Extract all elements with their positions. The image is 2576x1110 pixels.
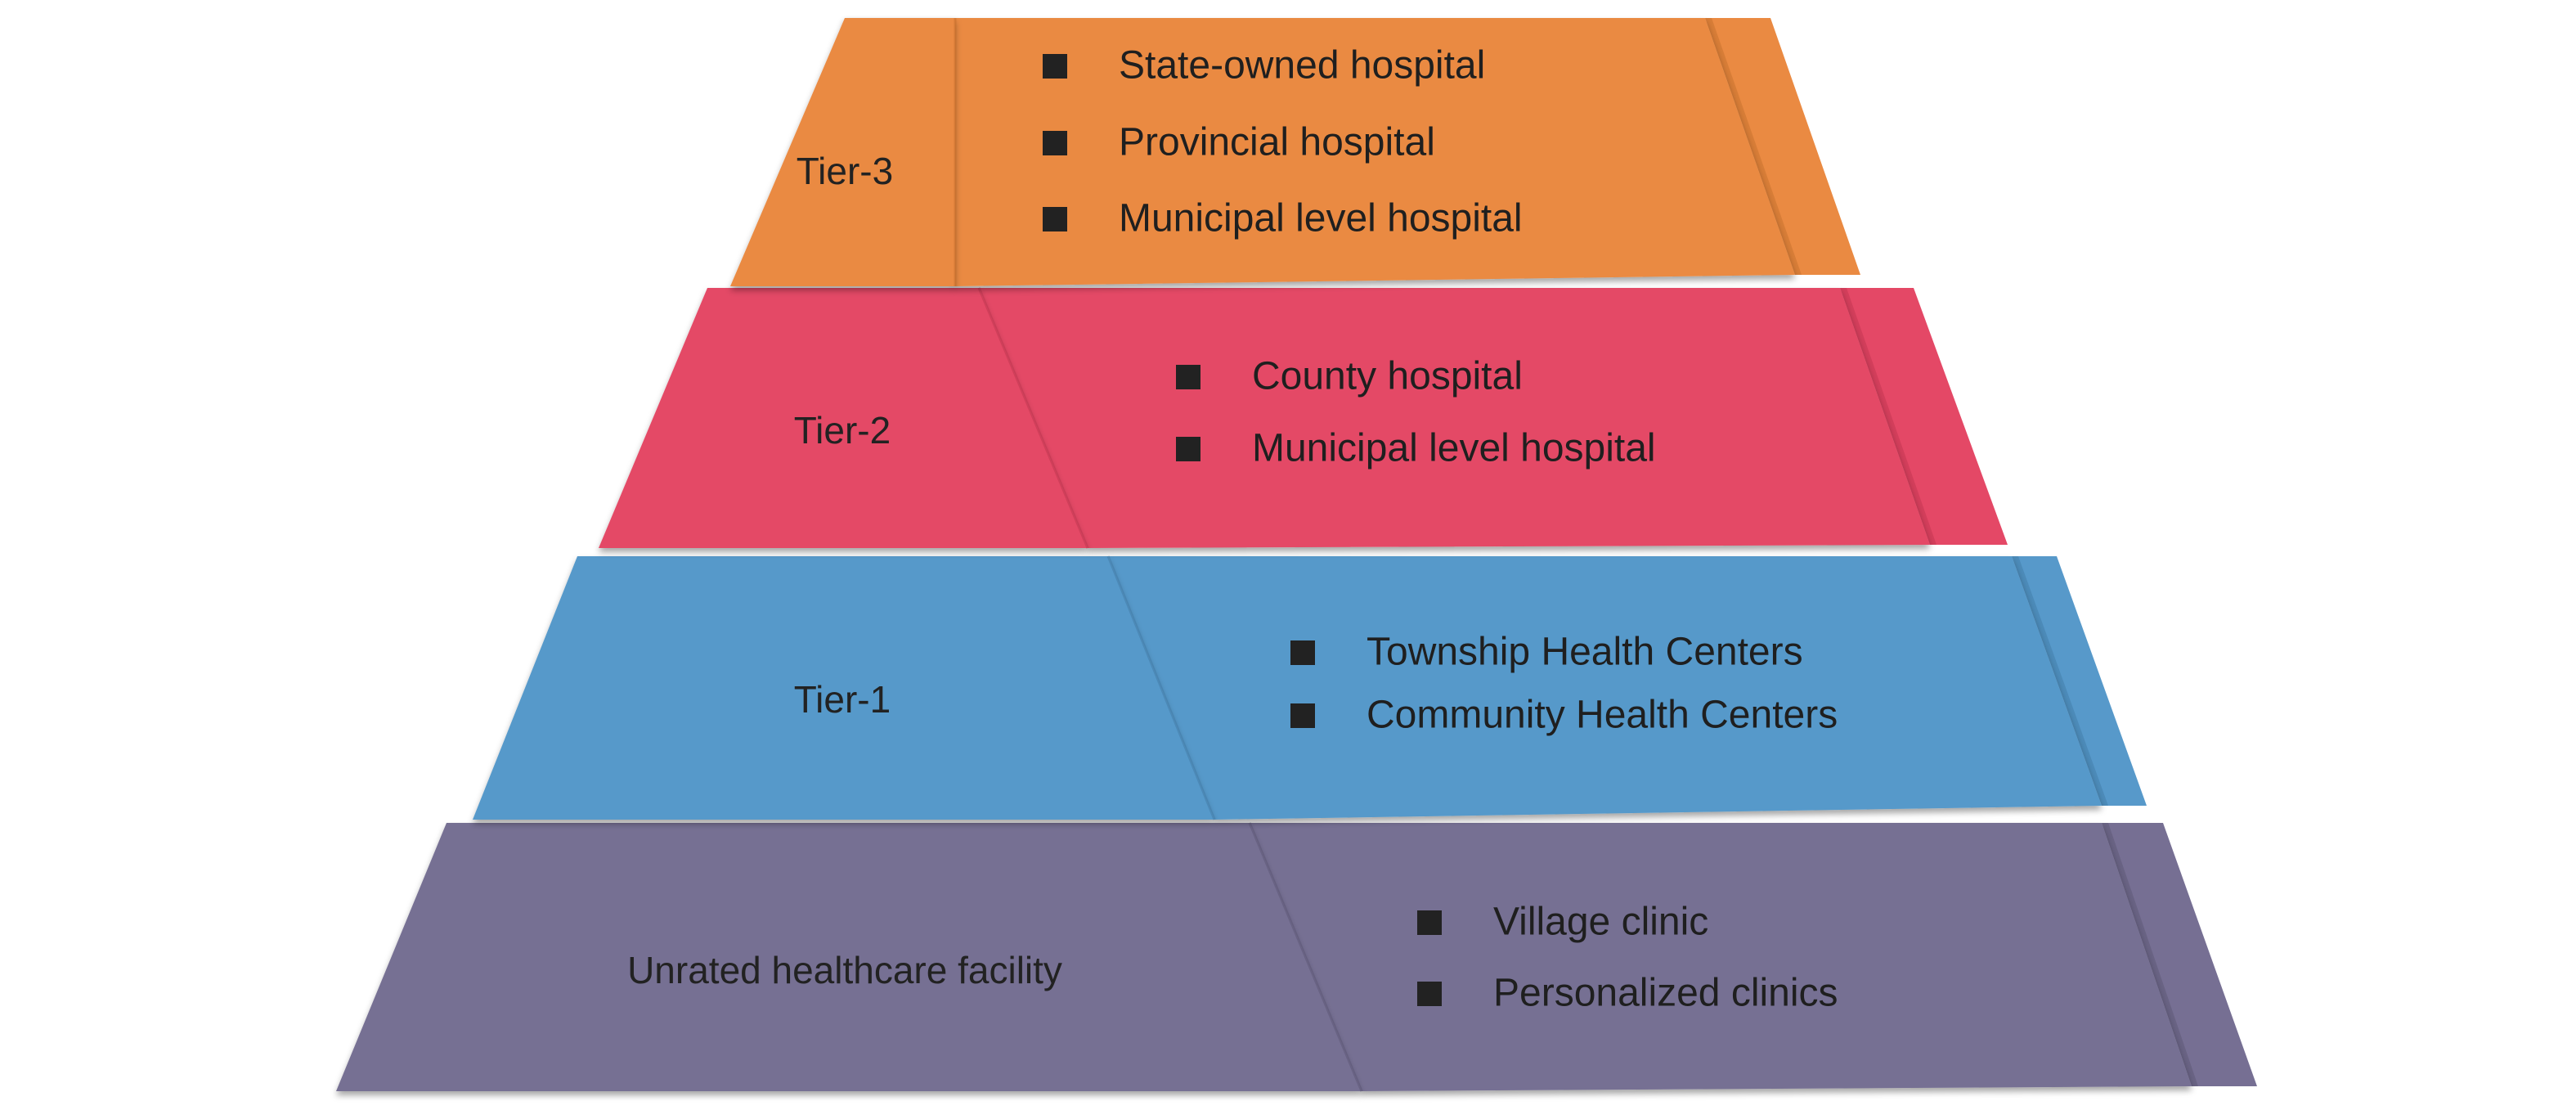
tier-trapezoid — [730, 18, 955, 286]
tier-item-text: County hospital — [1252, 355, 1523, 398]
tier-tail-strip — [1705, 18, 1860, 275]
tier-item-text: Township Health Centers — [1367, 631, 1803, 674]
tier-label: Tier-1 — [794, 678, 891, 721]
tier-label: Tier-2 — [794, 409, 891, 452]
tier-block: Tier-3 State-owned hospital Provincial hos… — [730, 18, 1860, 286]
tier-fold-line — [1248, 822, 1363, 1092]
tier-item-text: Village clinic — [1493, 901, 1708, 944]
square-bullet-icon — [1043, 131, 1067, 155]
tier-label: Tier-3 — [797, 150, 893, 192]
tier-fold-line — [1106, 555, 1216, 820]
tier-trapezoid — [599, 288, 1088, 548]
tier-items-band — [1250, 823, 2192, 1091]
square-bullet-icon — [1176, 365, 1200, 389]
tier-item-text: Municipal level hospital — [1119, 197, 1523, 240]
square-bullet-icon — [1176, 437, 1200, 461]
tier-tail-strip — [1840, 288, 2008, 545]
square-bullet-icon — [1417, 910, 1442, 935]
tier-items-band — [1108, 556, 2102, 820]
tier-tail-strip — [2012, 556, 2147, 806]
tier-block: Unrated healthcare facility Village clini… — [336, 822, 2257, 1092]
square-bullet-icon — [1043, 54, 1067, 79]
tier-item-text: Community Health Centers — [1367, 694, 1838, 737]
tier-label: Unrated healthcare facility — [627, 949, 1062, 991]
tier-trapezoid — [336, 823, 1362, 1091]
tier-item-text: Municipal level hospital — [1252, 427, 1656, 470]
tier-items-band — [979, 288, 1930, 548]
tier-fold-line — [977, 287, 1089, 549]
square-bullet-icon — [1290, 703, 1315, 728]
tier-item-text: State-owned hospital — [1119, 44, 1485, 88]
tier-tail-strip — [2102, 823, 2257, 1086]
square-bullet-icon — [1290, 640, 1315, 665]
tier-block: Tier-2 County hospital Municipal level hos… — [599, 287, 2008, 549]
tier-trapezoid — [473, 556, 1214, 820]
square-bullet-icon — [1417, 982, 1442, 1006]
square-bullet-icon — [1043, 207, 1067, 231]
tier-item-text: Personalized clinics — [1493, 972, 1838, 1015]
tier-item-text: Provincial hospital — [1119, 121, 1435, 164]
tier-items-band — [845, 18, 1795, 286]
tier-block: Tier-1 Township Health Centers Community H… — [473, 555, 2147, 820]
